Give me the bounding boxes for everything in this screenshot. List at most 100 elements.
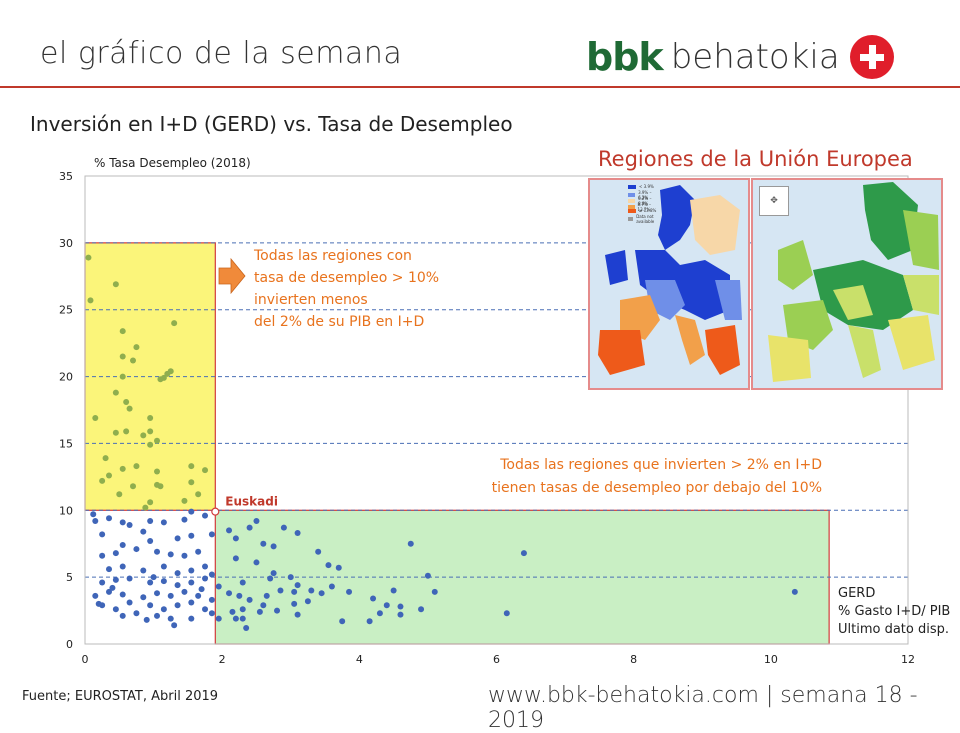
y-tick-label-0: 0 bbox=[66, 638, 73, 651]
data-point-86 bbox=[154, 590, 161, 597]
map-legend-item: < 3.9% bbox=[628, 184, 654, 189]
data-point-105 bbox=[208, 610, 215, 617]
legend-label: Data not available bbox=[636, 214, 655, 224]
data-point-140 bbox=[256, 608, 263, 615]
y-axis-label: % Tasa Desempleo (2018) bbox=[94, 156, 251, 170]
data-point-57 bbox=[208, 531, 215, 538]
y-tick-label-30: 30 bbox=[59, 237, 73, 250]
data-point-64 bbox=[195, 548, 202, 555]
data-point-0 bbox=[85, 254, 92, 261]
data-point-40 bbox=[142, 504, 149, 511]
rd-investment-map-drawing bbox=[753, 180, 941, 388]
annotations: Euskadi Todas las regiones con tasa de des… bbox=[218, 248, 822, 509]
data-point-70 bbox=[188, 567, 195, 574]
data-point-149 bbox=[370, 595, 377, 602]
legend-swatch bbox=[628, 199, 636, 203]
data-point-79 bbox=[188, 579, 195, 586]
data-point-114 bbox=[253, 517, 260, 524]
footer-source: Fuente; EUROSTAT, Abril 2019 bbox=[22, 689, 219, 704]
data-point-48 bbox=[181, 516, 188, 523]
data-point-75 bbox=[126, 575, 133, 582]
data-point-11 bbox=[126, 405, 133, 412]
data-point-12 bbox=[171, 320, 178, 327]
data-point-16 bbox=[157, 376, 164, 383]
data-point-17 bbox=[147, 415, 154, 422]
data-point-24 bbox=[102, 455, 109, 462]
footer-url[interactable]: www.bbk-behatokia.com | semana 18 - 2019 bbox=[488, 683, 918, 733]
legend-swatch bbox=[628, 217, 634, 221]
data-point-163 bbox=[263, 592, 270, 599]
data-point-165 bbox=[318, 590, 325, 597]
chart-title: Inversión en I+D (GERD) vs. Tasa de Dese… bbox=[30, 112, 513, 136]
data-point-124 bbox=[267, 575, 274, 582]
right-arrow-icon bbox=[218, 257, 246, 295]
data-point-3 bbox=[112, 281, 119, 288]
data-point-23 bbox=[147, 441, 154, 448]
data-point-61 bbox=[154, 548, 161, 555]
data-point-82 bbox=[92, 592, 99, 599]
data-point-97 bbox=[188, 599, 195, 606]
axes: 0 5 10 15 20 25 30 35 0 2 4 6 8 10 12 GERD % Gasto I+D/ … bbox=[59, 170, 950, 666]
data-point-89 bbox=[195, 592, 202, 599]
y-tick-label-10: 10 bbox=[59, 504, 73, 517]
brand-logo[interactable]: bbk behatokia bbox=[586, 33, 894, 81]
data-point-146 bbox=[308, 587, 315, 594]
data-point-155 bbox=[418, 606, 425, 613]
plot-frame bbox=[84, 175, 909, 645]
data-point-143 bbox=[232, 615, 239, 622]
legend-label: 8.7% – 13.7% bbox=[637, 202, 651, 212]
data-point-121 bbox=[253, 559, 260, 566]
data-point-152 bbox=[407, 540, 414, 547]
data-point-112 bbox=[226, 527, 233, 534]
data-point-66 bbox=[119, 563, 126, 570]
data-point-119 bbox=[294, 530, 301, 537]
logo-bbk: bbk bbox=[586, 35, 664, 79]
data-point-122 bbox=[270, 570, 277, 577]
data-point-78 bbox=[174, 582, 181, 589]
data-point-68 bbox=[160, 563, 167, 570]
data-point-150 bbox=[383, 602, 390, 609]
data-point-117 bbox=[270, 543, 277, 550]
data-point-118 bbox=[280, 524, 287, 531]
data-point-63 bbox=[181, 552, 188, 559]
data-point-6 bbox=[119, 353, 126, 360]
data-point-116 bbox=[260, 540, 267, 547]
data-point-129 bbox=[335, 564, 342, 571]
data-point-76 bbox=[147, 579, 154, 586]
data-point-56 bbox=[188, 532, 195, 539]
data-point-160 bbox=[503, 610, 510, 617]
data-point-84 bbox=[119, 591, 126, 598]
data-point-158 bbox=[366, 618, 373, 625]
plus-cross-icon bbox=[849, 35, 894, 79]
data-point-29 bbox=[130, 483, 137, 490]
data-point-139 bbox=[239, 606, 246, 613]
data-point-85 bbox=[140, 594, 147, 601]
data-point-142 bbox=[294, 611, 301, 618]
data-point-126 bbox=[294, 582, 301, 589]
data-point-8 bbox=[119, 373, 126, 380]
data-point-51 bbox=[140, 528, 147, 535]
data-point-10 bbox=[123, 398, 130, 405]
data-point-153 bbox=[424, 572, 431, 579]
data-point-20 bbox=[147, 428, 154, 435]
data-point-50 bbox=[202, 512, 209, 519]
data-point-36 bbox=[202, 467, 209, 474]
data-point-102 bbox=[167, 615, 174, 622]
map-legend-item: Data not available bbox=[628, 214, 660, 224]
data-point-1 bbox=[87, 297, 94, 304]
data-point-22 bbox=[154, 437, 161, 444]
data-point-80 bbox=[202, 575, 209, 582]
data-point-44 bbox=[119, 519, 126, 526]
x-tick-label-8: 8 bbox=[630, 653, 637, 666]
data-point-99 bbox=[119, 612, 126, 619]
header-divider bbox=[0, 86, 960, 88]
data-point-132 bbox=[246, 596, 253, 603]
data-point-9 bbox=[112, 389, 119, 396]
data-point-107 bbox=[215, 615, 222, 622]
x-axis-label-line-2: Ultimo dato disp. bbox=[838, 622, 949, 637]
x-tick-label-6: 6 bbox=[493, 653, 500, 666]
pan-arrows-icon[interactable]: ✥ bbox=[759, 186, 789, 216]
data-point-113 bbox=[232, 535, 239, 542]
data-points bbox=[85, 254, 798, 631]
